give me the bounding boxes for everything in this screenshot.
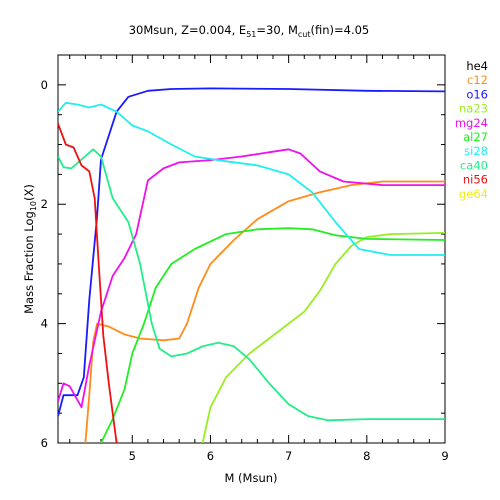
series-line-si28: [58, 101, 445, 256]
series-line-na23: [201, 232, 445, 443]
x-tick-label: 7: [285, 449, 292, 463]
series-line-ca40: [58, 148, 445, 422]
legend-entry-he4: he4: [466, 59, 488, 73]
legend-entry-ge64: ge64: [459, 187, 488, 201]
chart-title: 30Msun, Z=0.004, E51=30, Mcut(fin)=4.05: [129, 23, 370, 39]
plot-frame: [57, 54, 446, 444]
y-tick-label: 4: [41, 317, 48, 331]
legend-entry-na23: na23: [459, 102, 488, 116]
series-line-mg24: [58, 148, 445, 409]
legend-entry-ca40: ca40: [460, 158, 488, 172]
legend-entry-o16: o16: [466, 87, 488, 101]
series-layer: [58, 87, 445, 443]
x-tick-label: 8: [363, 449, 370, 463]
y-tick-label: 6: [41, 436, 48, 450]
series-line-al27: [100, 227, 445, 443]
legend-entry-al27: al27: [463, 130, 488, 144]
y-tick-label: 2: [41, 197, 48, 211]
x-tick-label: 5: [129, 449, 136, 463]
legend-entry-mg24: mg24: [455, 116, 488, 130]
legend-entry-ni56: ni56: [463, 173, 488, 187]
series-line-ni56: [58, 123, 118, 443]
series-line-o16: [58, 87, 445, 417]
legend-entry-si28: si28: [464, 144, 488, 158]
legend-entry-c12: c12: [467, 73, 488, 87]
x-axis-label: M (Msun): [224, 471, 277, 485]
x-tick-label: 9: [441, 449, 448, 463]
x-tick-label: 6: [207, 449, 214, 463]
y-axis-label: Mass Fraction Log10(X): [22, 184, 38, 314]
tick-labels: 5 6 7 8 9 0 2 4 6: [41, 78, 449, 463]
y-tick-label: 0: [41, 78, 48, 92]
series-line-c12: [84, 180, 445, 443]
